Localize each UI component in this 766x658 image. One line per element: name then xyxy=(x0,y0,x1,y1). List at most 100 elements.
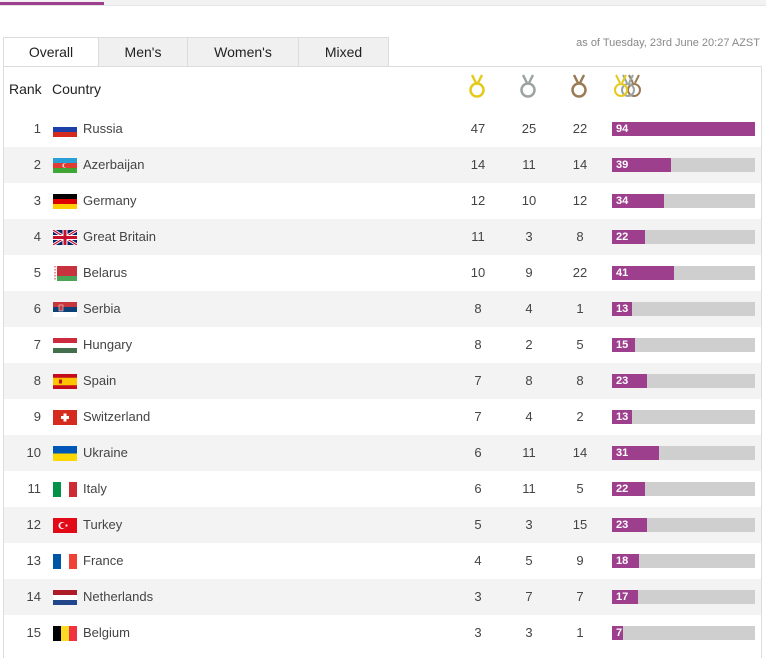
total-medals-bar-fill xyxy=(612,626,623,640)
total-count: 31 xyxy=(616,447,629,459)
rank-column-header: Rank xyxy=(9,81,42,97)
total-medals-bar: 15 xyxy=(612,338,755,352)
table-row[interactable]: 7 Hungary 8 2 5 15 xyxy=(4,327,761,363)
table-row[interactable]: 3 Germany 12 10 12 34 xyxy=(4,183,761,219)
country-column-header: Country xyxy=(52,81,102,97)
tab-womens[interactable]: Women's xyxy=(188,37,299,67)
silver-count: 3 xyxy=(525,517,533,532)
russia-flag-icon xyxy=(53,122,77,137)
total-medals-bar-fill xyxy=(612,122,755,136)
country-name[interactable]: Hungary xyxy=(83,337,133,352)
total-medals-bar: 22 xyxy=(612,230,755,244)
silver-count: 11 xyxy=(522,157,536,172)
silver-count: 4 xyxy=(525,409,533,424)
total-medals-bar-fill xyxy=(612,518,647,532)
azerbaijan-flag-icon xyxy=(53,158,77,173)
rank-cell: 1 xyxy=(33,121,41,136)
table-row[interactable]: 4 Great Britain 11 3 8 22 xyxy=(4,219,761,255)
gold-count: 7 xyxy=(474,409,482,424)
table-row[interactable]: 9 Switzerland 7 4 2 13 xyxy=(4,399,761,435)
bronze-count: 15 xyxy=(572,517,588,532)
bronze-count: 12 xyxy=(572,193,588,208)
rank-cell: 4 xyxy=(33,229,41,244)
country-name[interactable]: Switzerland xyxy=(83,409,151,424)
rank-cell: 15 xyxy=(26,625,41,640)
gold-count: 6 xyxy=(474,481,482,496)
total-medals-bar: 7 xyxy=(612,626,755,640)
country-name[interactable]: Azerbaijan xyxy=(83,157,145,172)
spain-flag-icon xyxy=(53,374,77,389)
total-count: 13 xyxy=(616,303,629,315)
country-name[interactable]: Belgium xyxy=(83,625,130,640)
total-count: 39 xyxy=(616,159,629,171)
total-medals-bar: 94 xyxy=(612,122,755,136)
gold-count: 6 xyxy=(474,445,482,460)
gold-count: 3 xyxy=(474,625,482,640)
tab-mixed[interactable]: Mixed xyxy=(299,37,389,67)
total-medals-bar-fill xyxy=(612,266,674,280)
silver-medal-icon xyxy=(520,74,536,98)
rank-cell: 6 xyxy=(33,301,41,316)
italy-flag-icon xyxy=(53,482,77,497)
country-name[interactable]: France xyxy=(83,553,124,568)
country-name[interactable]: Turkey xyxy=(83,517,123,532)
table-row[interactable]: 2 Azerbaijan 14 11 14 39 xyxy=(4,147,761,183)
table-row[interactable]: 14 Netherlands 3 7 7 17 xyxy=(4,579,761,615)
country-name[interactable]: Belarus xyxy=(83,265,128,280)
bronze-count: 8 xyxy=(576,373,584,388)
bronze-count: 9 xyxy=(576,553,584,568)
total-medals-bar-fill xyxy=(612,338,635,352)
silver-count: 11 xyxy=(522,445,536,460)
table-row[interactable]: 5 Belarus 10 9 22 41 xyxy=(4,255,761,291)
bronze-count: 8 xyxy=(576,229,584,244)
gold-medal-icon xyxy=(469,74,485,98)
country-name[interactable]: Great Britain xyxy=(83,229,156,244)
total-count: 13 xyxy=(616,411,629,423)
country-name[interactable]: Serbia xyxy=(83,301,121,316)
rank-cell: 8 xyxy=(33,373,41,388)
gold-count: 7 xyxy=(474,373,482,388)
table-row[interactable]: 1 Russia 47 25 22 94 xyxy=(4,111,761,147)
tab-mens[interactable]: Men's xyxy=(99,37,188,67)
total-medals-bar: 17 xyxy=(612,590,755,604)
bronze-count: 14 xyxy=(572,445,588,460)
table-row[interactable]: 12 Turkey 5 3 15 23 xyxy=(4,507,761,543)
country-name[interactable]: Russia xyxy=(83,121,123,136)
germany-flag-icon xyxy=(53,194,77,209)
country-name[interactable]: Ukraine xyxy=(83,445,128,460)
country-name[interactable]: Germany xyxy=(83,193,137,208)
total-count: 17 xyxy=(616,591,629,603)
switzerland-flag-icon xyxy=(53,410,77,425)
total-count: 15 xyxy=(616,339,629,351)
total-medals-bar-fill xyxy=(612,194,664,208)
table-row[interactable]: 15 Belgium 3 3 1 7 xyxy=(4,615,761,651)
table-row[interactable]: 13 France 4 5 9 18 xyxy=(4,543,761,579)
rank-cell: 7 xyxy=(33,337,41,352)
total-count: 7 xyxy=(616,627,623,639)
table-row[interactable]: 8 Spain 7 8 8 23 xyxy=(4,363,761,399)
total-medals-icon xyxy=(614,74,641,97)
table-row[interactable]: 10 Ukraine 6 11 14 31 xyxy=(4,435,761,471)
total-medals-bar: 34 xyxy=(612,194,755,208)
hungary-flag-icon xyxy=(53,338,77,353)
bronze-count: 22 xyxy=(572,121,588,136)
tab-overall[interactable]: Overall xyxy=(3,37,99,67)
bronze-count: 5 xyxy=(576,481,584,496)
gold-count: 12 xyxy=(470,193,486,208)
country-name[interactable]: Italy xyxy=(83,481,107,496)
gold-count: 10 xyxy=(470,265,486,280)
medal-table-tabs: Overall Men's Women's Mixed xyxy=(3,37,389,67)
country-name[interactable]: Spain xyxy=(83,373,117,388)
total-medals-bar: 13 xyxy=(612,302,755,316)
silver-count: 5 xyxy=(525,553,533,568)
gold-count: 8 xyxy=(474,301,482,316)
rank-cell: 14 xyxy=(26,589,41,604)
gold-count: 3 xyxy=(474,589,482,604)
country-name[interactable]: Netherlands xyxy=(83,589,154,604)
gold-count: 47 xyxy=(470,121,486,136)
total-medals-bar: 41 xyxy=(612,266,755,280)
total-medals-bar: 18 xyxy=(612,554,755,568)
table-row[interactable]: 11 Italy 6 11 5 22 xyxy=(4,471,761,507)
table-row[interactable]: 6 Serbia 8 4 1 13 xyxy=(4,291,761,327)
total-medals-bar-fill xyxy=(612,482,645,496)
